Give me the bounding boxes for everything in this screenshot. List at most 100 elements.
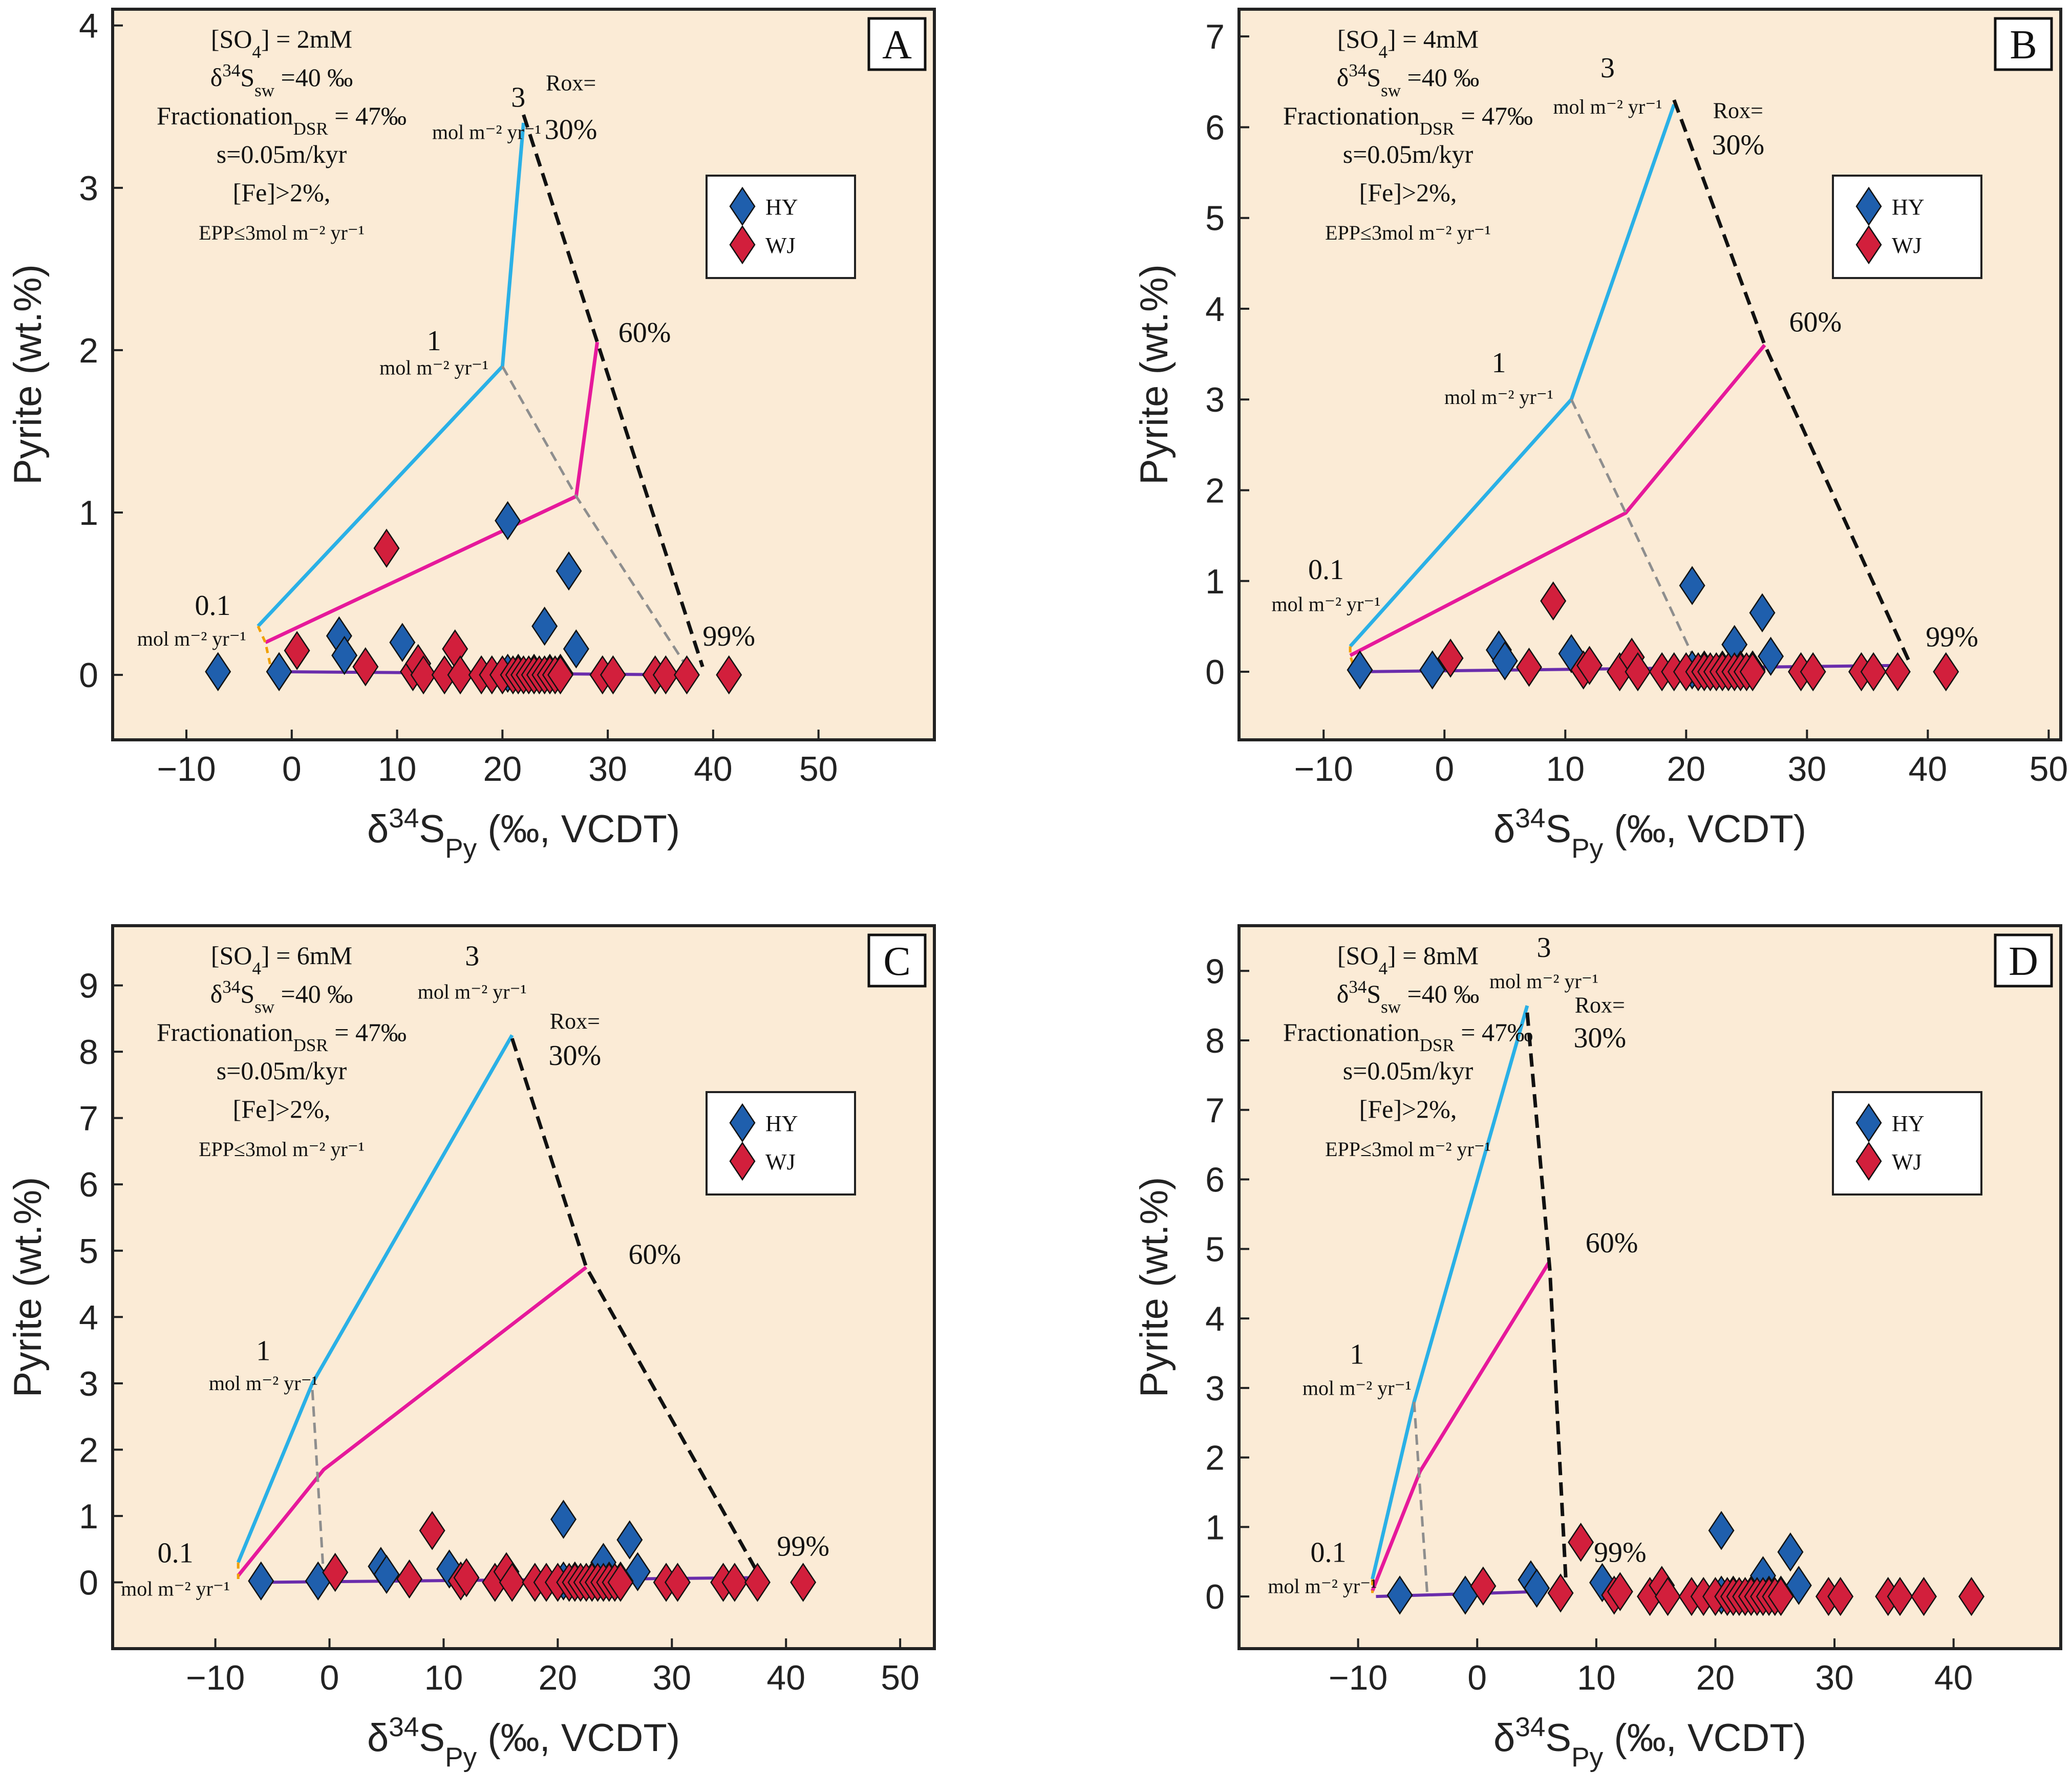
annotation-label: 3 <box>465 941 479 972</box>
data-point-wj <box>1860 652 1887 692</box>
data-point-wj <box>1470 1566 1497 1606</box>
data-point-hy <box>1777 1532 1804 1572</box>
x-tick-label: 40 <box>694 750 733 788</box>
y-tick-label: 7 <box>1205 17 1225 56</box>
param-epp: EPP≤3mol m⁻² yr⁻¹ <box>199 1138 365 1161</box>
data-point-wj <box>1568 1523 1594 1562</box>
data-point-wj <box>284 631 310 670</box>
legend-label-hy: HY <box>1892 195 1925 220</box>
param-sedimentation: s=0.05m/kyr <box>217 1056 347 1085</box>
y-tick-label: 4 <box>1205 1299 1225 1338</box>
y-tick-label: 3 <box>79 169 98 208</box>
x-tick-label: 40 <box>1909 750 1948 788</box>
legend-marker-wj <box>729 225 756 265</box>
annotation-label: mol m⁻² yr⁻¹ <box>137 627 246 650</box>
annotation-label: 30% <box>1573 1022 1626 1054</box>
y-tick-label: 5 <box>1205 199 1225 238</box>
data-point-wj <box>1739 652 1766 692</box>
annotation-label: 1 <box>256 1335 270 1367</box>
y-tick-label: 4 <box>1205 290 1225 329</box>
model-line-rox-30 <box>510 1038 759 1573</box>
data-point-wj <box>1827 1576 1854 1616</box>
annotation-label: 3 <box>511 81 525 113</box>
x-tick-label: 20 <box>483 750 522 788</box>
panel-label: A <box>882 23 912 68</box>
panel-label-box <box>867 933 927 988</box>
annotation-label: mol m⁻² yr⁻¹ <box>379 356 488 379</box>
legend-marker-hy <box>729 186 756 226</box>
y-axis-title: Pyrite (wt.%) <box>1133 1177 1176 1398</box>
param-sedimentation: s=0.05m/kyr <box>1343 1056 1474 1085</box>
y-tick-label: 2 <box>1205 472 1225 510</box>
x-tick-label: 30 <box>1815 1658 1854 1697</box>
x-tick-label: 20 <box>1667 750 1705 788</box>
data-point-wj <box>1437 638 1464 678</box>
param-so4: [SO4] = 4mM <box>1337 25 1479 62</box>
annotation-label: mol m⁻² yr⁻¹ <box>1444 386 1553 409</box>
x-axis-title: δ34SPy (‰, VCDT) <box>367 1712 680 1773</box>
panel-label: C <box>883 939 910 984</box>
data-point-wj <box>600 655 626 695</box>
y-tick-label: 4 <box>79 7 98 46</box>
legend-label-hy: HY <box>765 1111 798 1136</box>
data-point-hy <box>563 629 589 669</box>
annotation-label: 0.1 <box>1308 554 1344 586</box>
y-tick-label: 6 <box>79 1165 98 1204</box>
data-point-wj <box>1540 581 1567 621</box>
data-point-wj <box>1607 1572 1633 1611</box>
param-fe: [Fe]>2%, <box>1359 178 1457 207</box>
legend-box <box>706 1091 856 1196</box>
x-tick-label: 0 <box>282 750 302 788</box>
param-epp: EPP≤3mol m⁻² yr⁻¹ <box>1325 1138 1491 1161</box>
chart-panel-c: −10 0 10 20 30 40 50 0 1 2 3 4 5 6 7 8 9 δ34SPy (‰, VCDT)… <box>6 924 936 1773</box>
y-tick-label: 9 <box>1205 952 1225 991</box>
annotation-label: mol m⁻² yr⁻¹ <box>1272 592 1381 615</box>
model-line-rox-60 <box>1570 399 1700 668</box>
model-line-rate-3 <box>236 1034 514 1563</box>
param-sedimentation: s=0.05m/kyr <box>1343 140 1474 168</box>
annotation-label: 30% <box>1712 130 1764 161</box>
data-point-wj <box>547 655 574 695</box>
legend-marker-hy <box>1855 186 1882 226</box>
x-tick-label: 30 <box>652 1658 691 1697</box>
data-point-hy <box>1749 593 1776 633</box>
x-tick-label: 30 <box>1788 750 1827 788</box>
y-tick-label: 1 <box>79 494 98 532</box>
annotation-label: 3 <box>1600 52 1615 84</box>
data-point-wj <box>1887 1576 1913 1616</box>
legend-label-wj: WJ <box>765 233 796 258</box>
x-tick-label: −10 <box>1329 1658 1387 1697</box>
y-tick-label: 7 <box>79 1099 98 1138</box>
panel-label-box <box>867 17 927 71</box>
data-point-wj <box>1910 1576 1937 1616</box>
param-epp: EPP≤3mol m⁻² yr⁻¹ <box>1325 221 1491 244</box>
annotation-label: 30% <box>548 1040 601 1072</box>
legend-marker-wj <box>729 1141 756 1181</box>
annotation-label: mol m⁻² yr⁻¹ <box>418 980 527 1003</box>
x-axis-title: δ34SPy (‰, VCDT) <box>1493 1712 1806 1773</box>
data-point-hy <box>266 652 292 692</box>
x-tick-label: −10 <box>1294 750 1353 788</box>
y-tick-label: 9 <box>79 967 98 1006</box>
x-tick-label: 50 <box>799 750 838 788</box>
data-point-hy <box>248 1561 274 1601</box>
param-d34s-sw: δ34Ssw =40 ‰ <box>1337 977 1479 1017</box>
annotation-label: 99% <box>1594 1537 1647 1568</box>
param-so4: [SO4] = 6mM <box>211 941 352 978</box>
annotation-label: 0.1 <box>158 1538 194 1569</box>
data-point-hy <box>1758 636 1784 676</box>
annotation-label: mol m⁻² yr⁻¹ <box>1553 95 1662 118</box>
param-fe: [Fe]>2%, <box>233 1095 331 1123</box>
data-point-wj <box>1958 1576 1985 1616</box>
data-point-wj <box>447 655 474 695</box>
y-tick-label: 2 <box>79 331 98 370</box>
x-tick-label: 0 <box>1467 1658 1487 1697</box>
param-d34s-sw: δ34Ssw =40 ‰ <box>210 977 353 1017</box>
annotation-label: mol m⁻² yr⁻¹ <box>1268 1574 1377 1597</box>
data-point-wj <box>1767 1576 1794 1616</box>
chart-panel-d: −10 0 10 20 30 40 0 1 2 3 4 5 6 7 8 9 δ34SPy (‰, VCDT) Py… <box>1133 924 2062 1773</box>
param-fractionation: FractionationDSR = 47‰ <box>157 1018 407 1055</box>
y-tick-label: 6 <box>1205 108 1225 147</box>
data-point-hy <box>373 1554 400 1594</box>
annotation-label: 1 <box>1491 347 1506 379</box>
